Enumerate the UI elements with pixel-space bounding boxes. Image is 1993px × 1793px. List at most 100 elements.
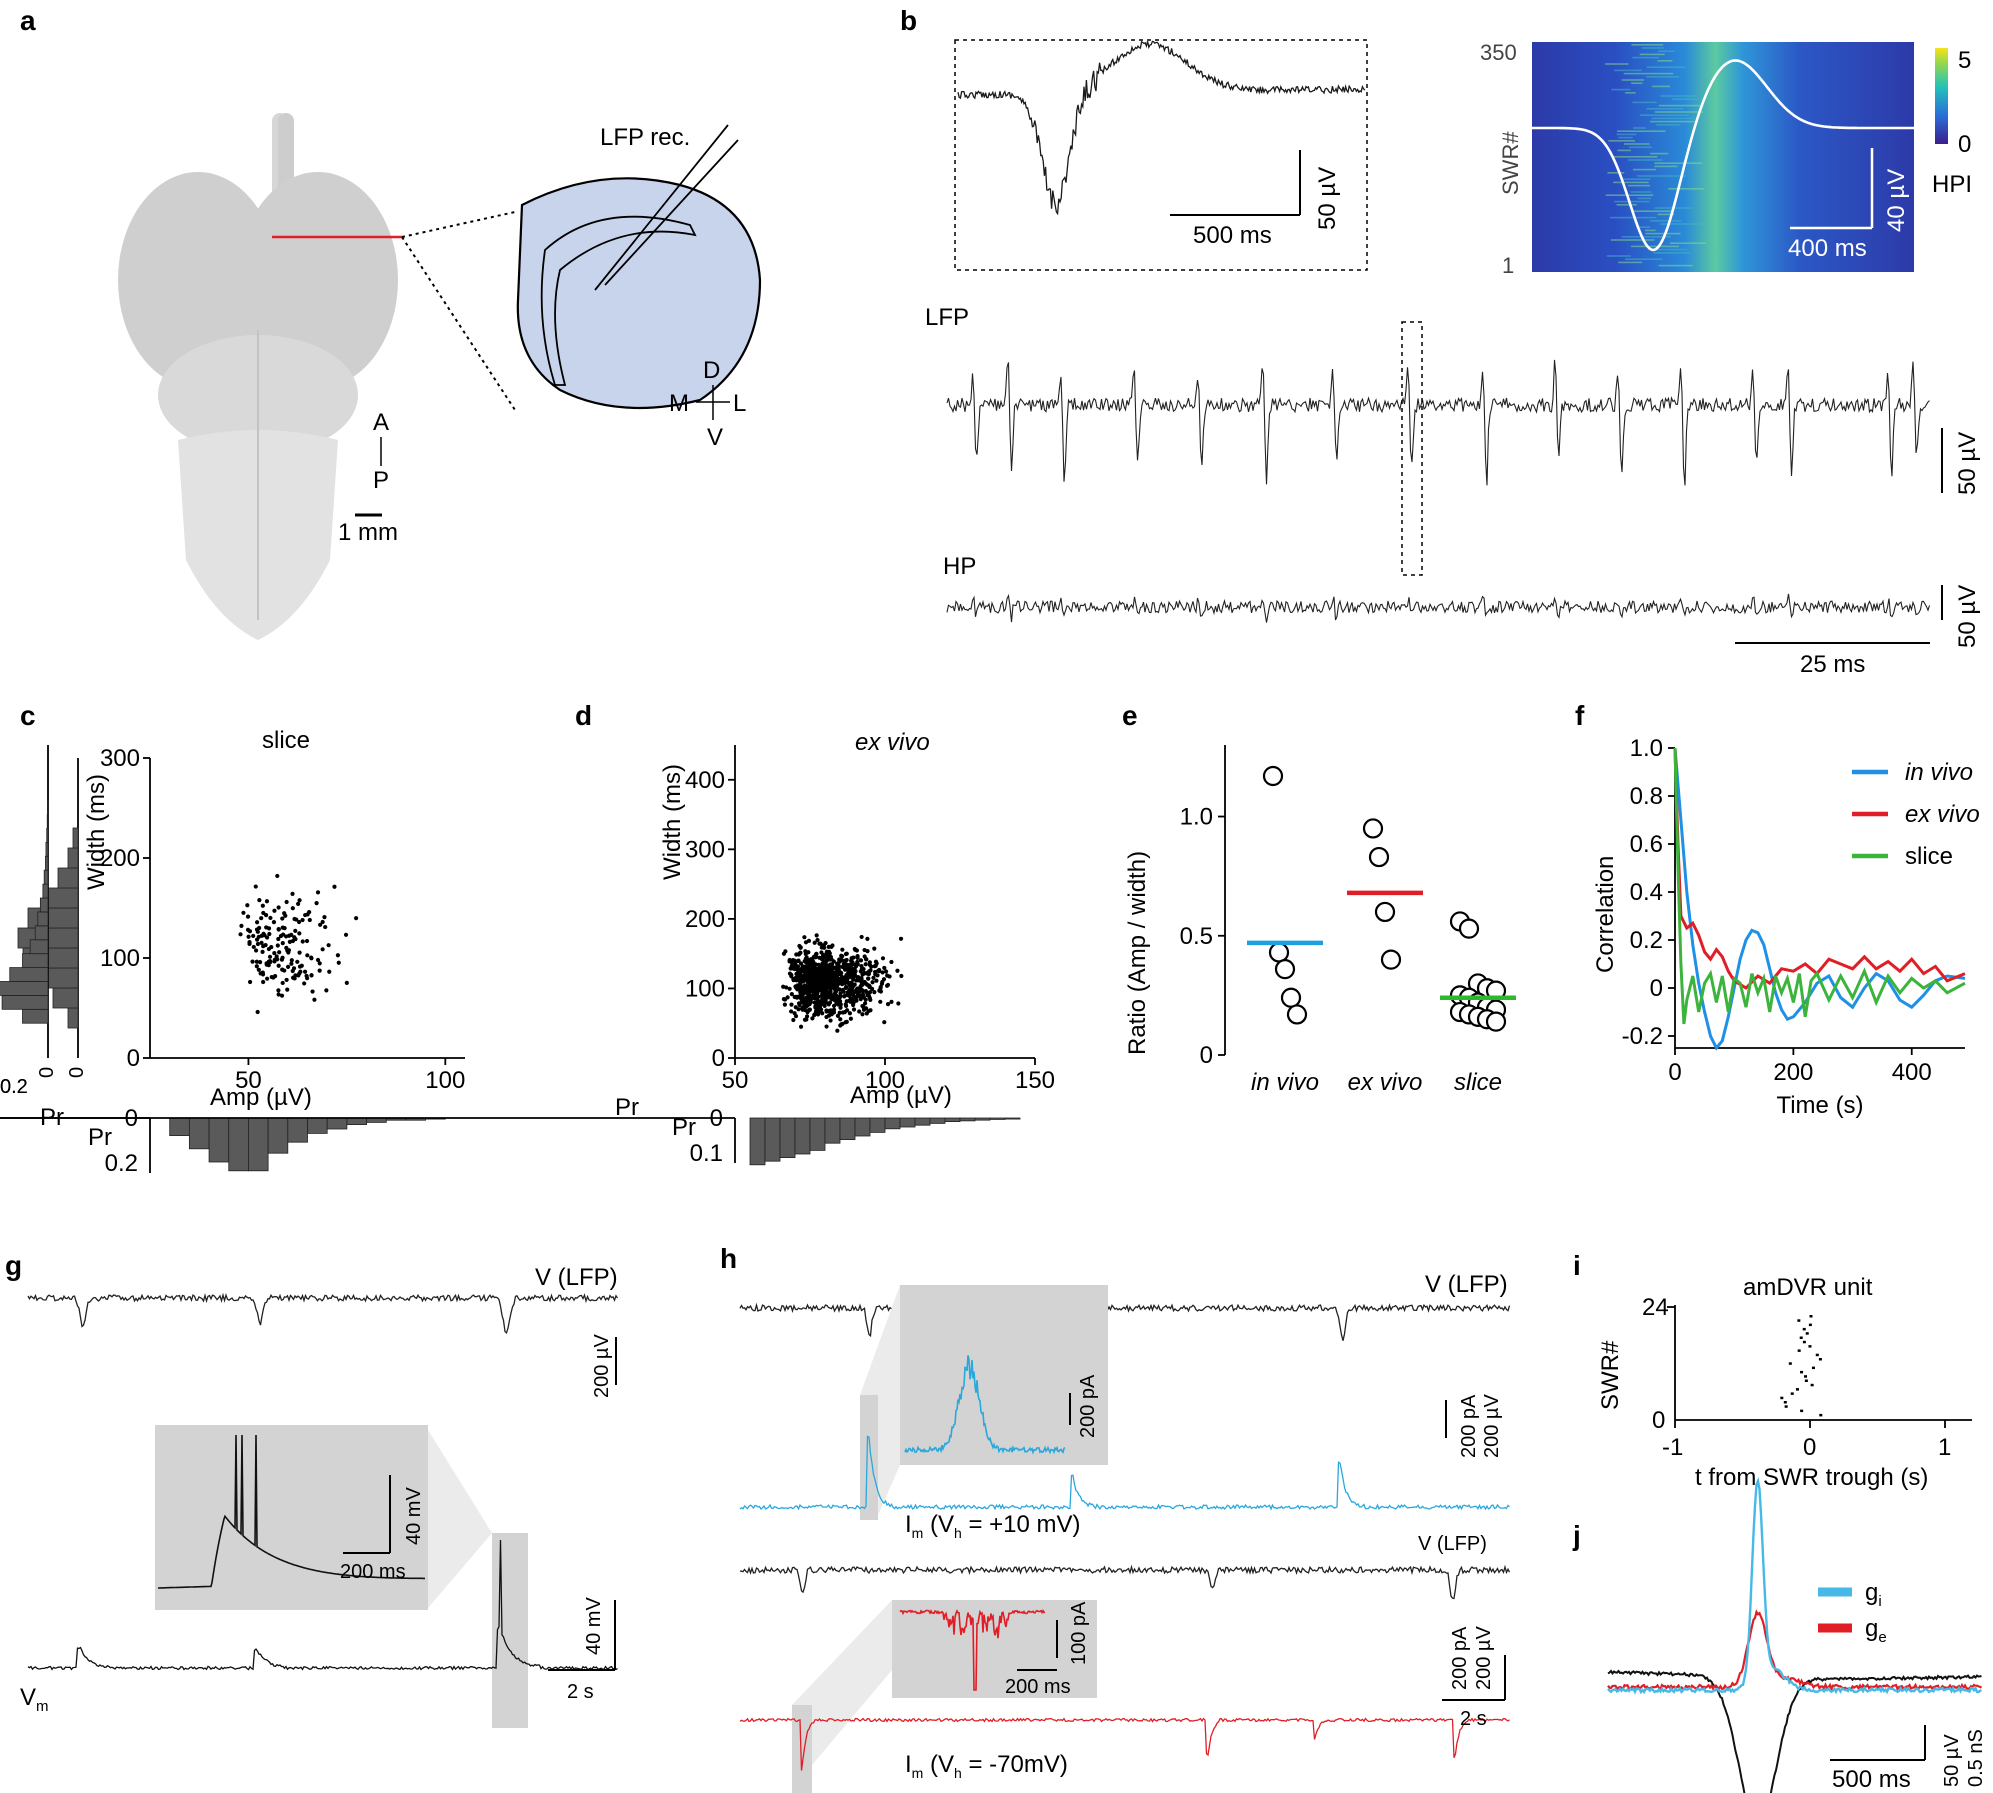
h-scale2-a: 200 pA bbox=[1449, 1626, 1471, 1690]
scatter-point bbox=[264, 925, 269, 930]
scatter-point bbox=[837, 999, 843, 1004]
width-hist-bar bbox=[22, 1008, 49, 1024]
scatter-point bbox=[798, 990, 803, 995]
scatter-point bbox=[855, 962, 860, 967]
medial-label: M bbox=[669, 390, 689, 417]
scatter-point bbox=[294, 917, 299, 922]
panel-label-f: f bbox=[1575, 700, 1585, 731]
scatter-point bbox=[284, 899, 289, 905]
g-zoom-wedge bbox=[428, 1430, 492, 1608]
g-vm-label: Vm bbox=[20, 1684, 49, 1715]
scatter-point bbox=[874, 961, 879, 966]
panel-label-j: j bbox=[1572, 1520, 1581, 1551]
scatter-point bbox=[344, 980, 349, 985]
scatter-point bbox=[315, 890, 321, 895]
scatter-point bbox=[830, 972, 835, 977]
scatter-point bbox=[845, 975, 851, 981]
i-y-bottom: 0 bbox=[1652, 1407, 1665, 1434]
width-hist-bar bbox=[67, 847, 79, 869]
scatter-point bbox=[857, 1009, 862, 1014]
panel-label-i: i bbox=[1573, 1250, 1581, 1281]
scatter-point bbox=[297, 950, 302, 955]
scatter-point bbox=[254, 959, 259, 964]
scatter-point bbox=[276, 963, 281, 968]
scatter-point bbox=[247, 979, 253, 985]
j-ge-trace bbox=[1607, 1609, 1983, 1692]
scatter-point bbox=[322, 915, 327, 920]
h-highlight1-bg bbox=[860, 1395, 878, 1520]
scatter-point bbox=[789, 1002, 794, 1007]
width-hist-bar bbox=[43, 869, 49, 885]
scatter-point bbox=[872, 946, 877, 951]
amp-hist-bar bbox=[794, 1117, 811, 1155]
scatter-point bbox=[794, 994, 799, 999]
scatter-point bbox=[255, 941, 261, 947]
g-inset-bg bbox=[155, 1425, 428, 1610]
d-xlabel: Amp (µV) bbox=[850, 1082, 952, 1109]
amp-hist-bar bbox=[169, 1117, 190, 1137]
panel-label-g: g bbox=[5, 1250, 22, 1281]
dorsal-label: D bbox=[703, 357, 720, 384]
ratio-point bbox=[1485, 1011, 1507, 1032]
scatter-point bbox=[259, 940, 264, 945]
j-legend-ge: ge bbox=[1865, 1615, 1887, 1646]
scatter-point bbox=[869, 986, 875, 991]
scatter-point bbox=[280, 941, 285, 946]
scatter-point bbox=[843, 962, 849, 967]
scatter-point bbox=[879, 981, 885, 987]
heatmap-average-trace bbox=[1532, 59, 1914, 252]
scatter-point bbox=[298, 969, 303, 974]
scatter-point bbox=[263, 942, 268, 948]
scatter-point bbox=[803, 965, 809, 971]
scatter-point bbox=[787, 971, 793, 976]
i-ylabel: SWR# bbox=[1597, 1340, 1624, 1410]
scatter-point bbox=[802, 999, 807, 1005]
amp-hist-bar bbox=[208, 1117, 230, 1163]
h-lfp-trace-2 bbox=[739, 1564, 1511, 1600]
x-tick-label: 0 bbox=[1668, 1059, 1681, 1086]
scatter-point bbox=[307, 909, 312, 915]
scatter-point bbox=[289, 958, 294, 963]
inset-scale-volt: 50 µV bbox=[1314, 167, 1341, 230]
scatter-point bbox=[833, 973, 839, 979]
scatter-point bbox=[284, 977, 289, 983]
scatter-point bbox=[831, 1010, 837, 1015]
amp-hist-bar bbox=[188, 1117, 210, 1150]
scatter-point bbox=[844, 999, 849, 1004]
lfp-trace-label: LFP bbox=[925, 304, 969, 331]
scatter-point bbox=[246, 934, 251, 939]
f-series-line bbox=[1673, 747, 1966, 990]
scatter-point bbox=[336, 960, 341, 965]
scatter-point bbox=[247, 941, 252, 947]
scatter-point bbox=[880, 970, 885, 975]
scatter-point bbox=[858, 984, 863, 989]
scatter-point bbox=[797, 978, 802, 983]
scatter-point bbox=[803, 940, 809, 945]
heatmap-y-bottom: 1 bbox=[1502, 253, 1514, 278]
scatter-point bbox=[804, 985, 809, 991]
scatter-point bbox=[812, 1013, 817, 1018]
ratio-point bbox=[1262, 765, 1284, 787]
i-title: amDVR unit bbox=[1743, 1274, 1873, 1301]
scatter-point bbox=[275, 943, 280, 948]
scatter-point bbox=[796, 958, 801, 964]
y-tick-label: 0 bbox=[127, 1045, 140, 1072]
y-tick-label: 0.8 bbox=[1630, 783, 1663, 810]
scatter-point bbox=[260, 972, 266, 977]
scatter-point bbox=[840, 987, 845, 993]
width-hist-bar bbox=[42, 883, 49, 899]
scatter-point bbox=[291, 966, 297, 971]
scatter-point bbox=[896, 1001, 901, 1006]
scatter-point bbox=[276, 992, 281, 997]
scatter-point bbox=[798, 1024, 804, 1029]
scatter-point bbox=[851, 1007, 857, 1012]
scatter-point bbox=[795, 987, 800, 992]
f-legend-label: ex vivo bbox=[1905, 801, 1980, 828]
swr-heatmap bbox=[1532, 42, 1914, 272]
g-inset-time: 200 ms bbox=[340, 1561, 406, 1583]
d-hist-amp-pr: Pr bbox=[672, 1114, 696, 1141]
width-hist-tick: 0.2 bbox=[0, 1076, 28, 1098]
scatter-point bbox=[889, 999, 894, 1004]
scatter-point bbox=[343, 932, 349, 937]
scatter-point bbox=[858, 997, 863, 1002]
